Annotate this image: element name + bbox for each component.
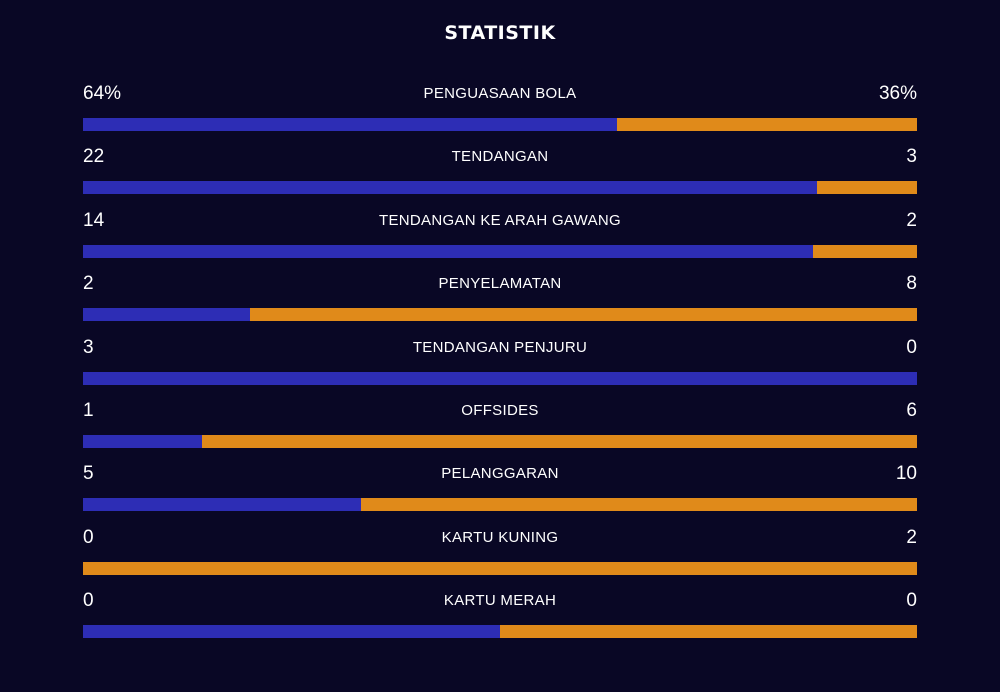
comparison-bar — [83, 308, 917, 322]
home-bar-segment — [83, 118, 617, 131]
stat-row: 1 OFFSIDES 6 — [83, 397, 917, 460]
stats-list: 64% PENGUASAAN BOLA 36% 22 TENDANGAN 3 1… — [83, 80, 917, 651]
away-value: 8 — [906, 273, 917, 295]
stat-row: 22 TENDANGAN 3 — [83, 143, 917, 206]
stat-row: 0 KARTU MERAH 0 — [83, 587, 917, 650]
home-bar-segment — [83, 308, 250, 322]
away-bar-segment — [816, 181, 917, 195]
away-bar-segment — [616, 118, 917, 131]
away-value: 2 — [906, 209, 917, 231]
away-bar-segment — [812, 244, 917, 258]
home-value: 5 — [83, 463, 94, 485]
stat-label: TENDANGAN KE ARAH GAWANG — [379, 211, 621, 229]
stat-label: PENYELAMATAN — [438, 275, 562, 293]
away-value: 3 — [906, 146, 917, 168]
home-value: 22 — [83, 146, 105, 168]
away-value: 36% — [878, 83, 917, 104]
home-bar-segment — [83, 371, 917, 385]
comparison-bar — [83, 118, 917, 131]
stat-label: PELANGGARAN — [441, 465, 559, 483]
home-value: 2 — [83, 273, 94, 295]
comparison-bar — [83, 434, 917, 448]
away-value: 10 — [895, 463, 917, 485]
home-bar-segment — [83, 434, 203, 448]
stat-label: KARTU KUNING — [441, 528, 559, 546]
home-value: 3 — [83, 336, 94, 358]
away-bar-segment — [83, 561, 917, 575]
away-bar-segment — [249, 308, 917, 322]
stat-row: 0 KARTU KUNING 2 — [83, 524, 917, 587]
away-value: 6 — [906, 399, 917, 421]
stat-label: TENDANGAN — [451, 148, 549, 166]
stat-row: 5 PELANGGARAN 10 — [83, 460, 917, 523]
stat-label: KARTU MERAH — [443, 592, 557, 610]
stat-row: 2 PENYELAMATAN 8 — [83, 270, 917, 333]
stat-label: PENGUASAAN BOLA — [423, 85, 577, 102]
comparison-bar — [83, 561, 917, 575]
page-title: STATISTIK — [444, 22, 556, 44]
home-value: 64% — [83, 83, 122, 104]
away-bar-segment — [360, 498, 917, 512]
away-value: 0 — [906, 590, 917, 612]
stat-row: 14 TENDANGAN KE ARAH GAWANG 2 — [83, 207, 917, 270]
comparison-bar — [83, 181, 917, 195]
home-value: 14 — [83, 209, 105, 231]
comparison-bar — [83, 371, 917, 385]
away-bar-segment — [202, 434, 917, 448]
comparison-bar — [83, 244, 917, 258]
stat-label: TENDANGAN PENJURU — [412, 338, 588, 356]
home-bar-segment — [83, 181, 817, 195]
home-bar-segment — [83, 498, 361, 512]
home-value: 1 — [83, 399, 94, 421]
away-bar-segment — [500, 625, 917, 639]
home-bar-segment — [83, 244, 813, 258]
home-value: 0 — [83, 590, 94, 612]
away-value: 0 — [906, 336, 917, 358]
comparison-bar — [83, 625, 917, 639]
stat-label: OFFSIDES — [461, 401, 539, 419]
home-value: 0 — [83, 526, 94, 548]
stat-row: 3 TENDANGAN PENJURU 0 — [83, 334, 917, 397]
stat-row: 64% PENGUASAAN BOLA 36% — [83, 80, 917, 143]
home-bar-segment — [83, 625, 500, 639]
away-value: 2 — [906, 526, 917, 548]
comparison-bar — [83, 498, 917, 512]
